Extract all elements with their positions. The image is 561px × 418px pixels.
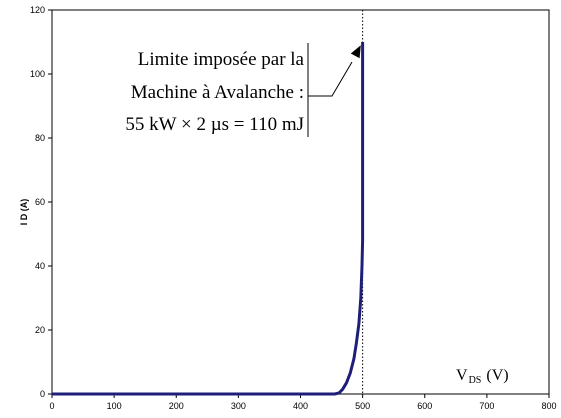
x-axis-label: VDS (V): [456, 367, 509, 386]
annotation-leader: [308, 61, 353, 97]
x-tick-label-2: 200: [169, 401, 184, 411]
x-tick-label-8: 800: [541, 401, 556, 411]
annotation-arrowhead: [350, 45, 361, 59]
y-tick-label-0: 0: [40, 389, 45, 399]
annotation-line-0: Limite imposée par la: [138, 49, 305, 70]
x-tick-label-5: 500: [355, 401, 370, 411]
y-axis-label: I D (A): [19, 199, 29, 226]
x-tick-label-6: 600: [417, 401, 432, 411]
y-tick-label-6: 120: [30, 5, 45, 15]
y-tick-label-1: 20: [35, 325, 45, 335]
annotation-line-2: 55 kW × 2 µs = 110 mJ: [125, 114, 304, 135]
y-tick-label-5: 100: [30, 69, 45, 79]
x-axis-label-main: V: [456, 367, 468, 384]
x-tick-label-4: 400: [293, 401, 308, 411]
series-line-0: [52, 42, 365, 396]
x-axis-label-unit: (V): [486, 367, 508, 384]
annotation-line-1: Machine à Avalanche :: [131, 82, 304, 103]
x-tick-label-1: 100: [107, 401, 122, 411]
series-layer: [52, 42, 365, 396]
x-tick-label-7: 700: [479, 401, 494, 411]
x-tick-label-0: 0: [49, 401, 54, 411]
x-axis-label-subscript: DS: [469, 375, 482, 386]
y-tick-label-3: 60: [35, 197, 45, 207]
x-tick-label-3: 300: [231, 401, 246, 411]
y-tick-label-2: 40: [35, 261, 45, 271]
annotation-layer: Limite imposée par la Machine à Avalanche…: [125, 43, 361, 137]
y-tick-label-4: 80: [35, 133, 45, 143]
